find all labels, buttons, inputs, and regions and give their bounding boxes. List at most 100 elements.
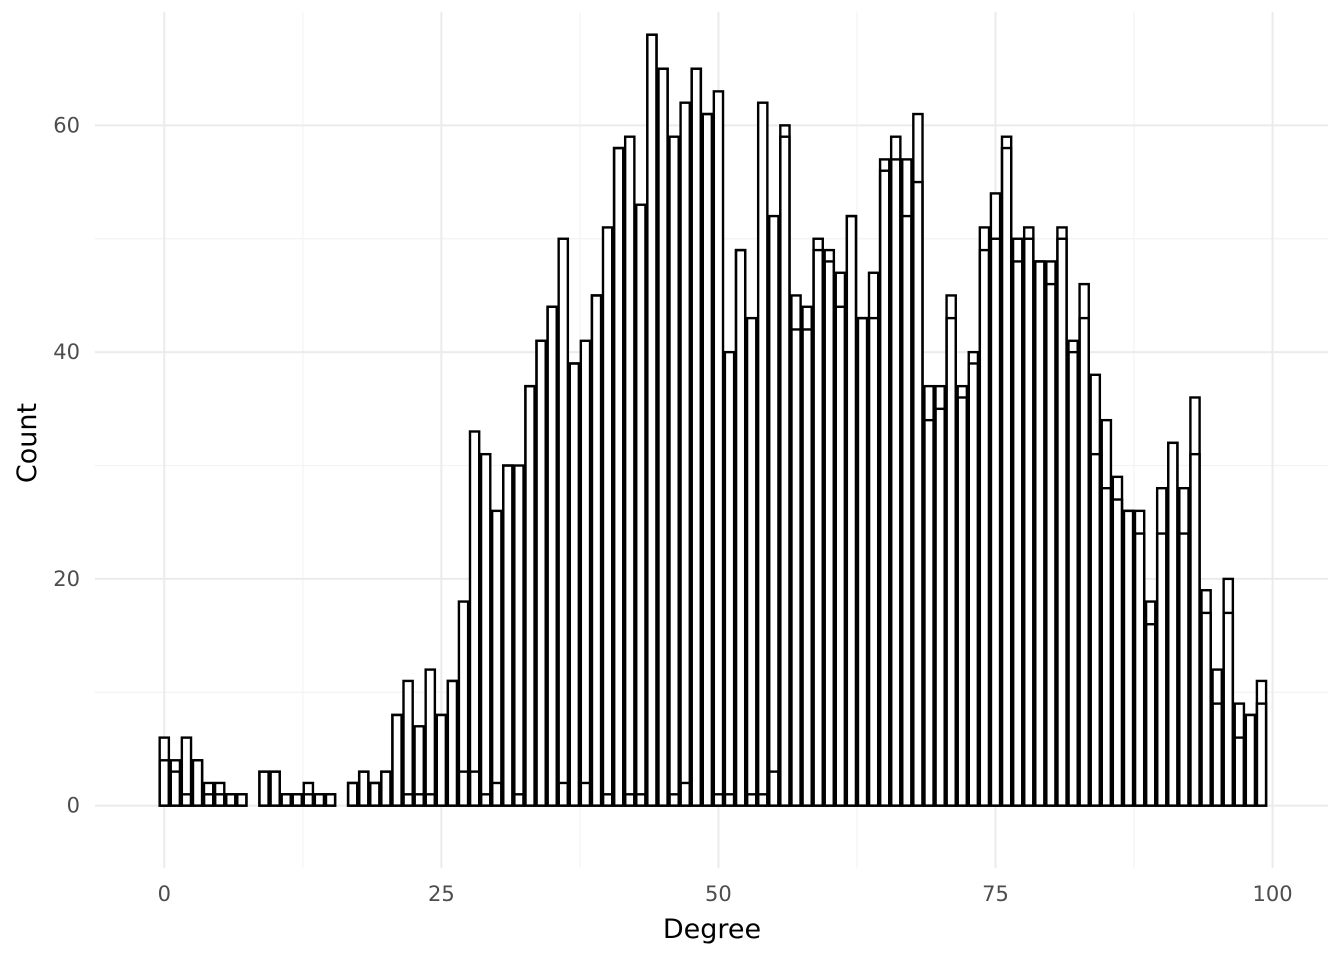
histogram-bar <box>745 793 758 807</box>
histogram-bar <box>258 770 270 807</box>
histogram-bar <box>779 124 791 807</box>
histogram-bar <box>712 90 725 807</box>
histogram-bar <box>1045 260 1057 807</box>
histogram-bar <box>524 384 536 807</box>
histogram-bar <box>313 793 326 807</box>
histogram-bar <box>934 384 946 807</box>
histogram-bar <box>1211 702 1223 807</box>
histogram-bar <box>579 339 592 807</box>
histogram-bar <box>391 713 403 807</box>
histogram-bar <box>313 793 326 807</box>
histogram-bar <box>623 793 636 807</box>
histogram-bar <box>812 248 824 807</box>
histogram-bar <box>535 339 547 807</box>
histogram-bar <box>524 384 536 807</box>
histogram-bar <box>768 770 780 807</box>
histogram-bar <box>856 316 869 807</box>
histogram-bar <box>756 793 769 807</box>
histogram-bar <box>945 316 957 807</box>
histogram-bar <box>1255 702 1268 807</box>
histogram-bar <box>1100 486 1113 807</box>
histogram-bar <box>945 294 957 807</box>
histogram-bar <box>224 793 237 807</box>
histogram-bar <box>779 135 791 807</box>
x-tick-label: 75 <box>982 882 1009 906</box>
histogram-bar <box>912 112 924 807</box>
histogram-bar <box>280 793 292 807</box>
histogram-bar <box>690 67 703 807</box>
y-axis-title: Count <box>12 403 43 483</box>
histogram-bar <box>734 248 747 807</box>
y-tick-label: 60 <box>53 113 80 137</box>
histogram-bar <box>878 169 891 807</box>
histogram-bar <box>502 464 514 807</box>
histogram-bar <box>213 793 226 807</box>
histogram-bar <box>1067 339 1079 807</box>
histogram-bar <box>579 781 592 807</box>
histogram-bar <box>369 781 381 807</box>
histogram-bar <box>978 226 991 807</box>
histogram-bar <box>1000 146 1013 807</box>
x-axis-ticks: 0 25 50 75 100 <box>158 882 1293 906</box>
histogram-bar <box>867 271 880 807</box>
histogram-bar <box>457 600 470 807</box>
histogram-bar <box>790 294 802 807</box>
histogram-bar <box>513 793 525 807</box>
histogram-bar <box>867 316 880 807</box>
histogram-bar <box>756 101 769 807</box>
histogram-bar <box>557 237 570 807</box>
y-tick-label: 0 <box>67 794 80 818</box>
histogram-bar <box>435 713 448 807</box>
histogram-bar <box>712 793 725 807</box>
histogram-bar <box>1133 509 1146 807</box>
histogram-bar <box>601 793 614 807</box>
histogram-bar <box>612 146 625 807</box>
histogram-bar <box>1089 452 1102 807</box>
histogram-bar <box>224 793 237 807</box>
histogram-bar <box>889 158 902 807</box>
histogram-bar <box>490 781 503 807</box>
x-tick-label: 0 <box>158 882 171 906</box>
histogram-bar <box>967 362 980 807</box>
histogram-bar <box>1200 589 1212 807</box>
histogram-bar <box>734 248 747 807</box>
histogram-bar <box>590 294 603 807</box>
histogram-bar <box>280 793 292 807</box>
histogram-bar <box>823 260 836 807</box>
histogram-bar <box>1022 237 1035 807</box>
histogram-bar <box>1167 441 1179 807</box>
histogram-bar <box>723 793 736 807</box>
histogram-bar <box>1078 282 1090 807</box>
histogram-bar <box>845 214 858 807</box>
histogram-bar <box>535 339 547 807</box>
histogram-bar <box>346 781 359 807</box>
histogram-bar <box>357 770 370 807</box>
histogram-bar <box>1011 237 1024 807</box>
histogram-bar <box>723 350 736 807</box>
histogram-bar <box>967 350 980 807</box>
histogram-bar <box>324 793 337 807</box>
histogram-bar <box>668 793 680 807</box>
histogram-bar <box>923 384 935 807</box>
histogram-bar <box>701 112 714 807</box>
histogram-bar <box>324 793 337 807</box>
histogram-bar <box>435 713 448 807</box>
histogram-bar <box>346 781 359 807</box>
histogram-bar <box>1111 498 1124 807</box>
histogram-bar <box>568 362 581 807</box>
histogram-bar <box>901 158 913 807</box>
histogram-bar <box>513 464 525 807</box>
histogram-bar <box>202 793 215 807</box>
histogram-bar <box>745 316 758 807</box>
histogram-bar <box>424 793 437 807</box>
histogram-bar <box>1155 532 1168 807</box>
histogram-bar <box>169 770 182 807</box>
histogram-bar <box>1167 441 1179 807</box>
histogram-bar <box>269 770 281 807</box>
histogram-bar <box>258 770 270 807</box>
x-tick-label: 50 <box>705 882 732 906</box>
histogram-bar <box>1056 226 1068 807</box>
histogram-bar <box>823 248 836 807</box>
histogram-bar <box>1122 509 1135 807</box>
